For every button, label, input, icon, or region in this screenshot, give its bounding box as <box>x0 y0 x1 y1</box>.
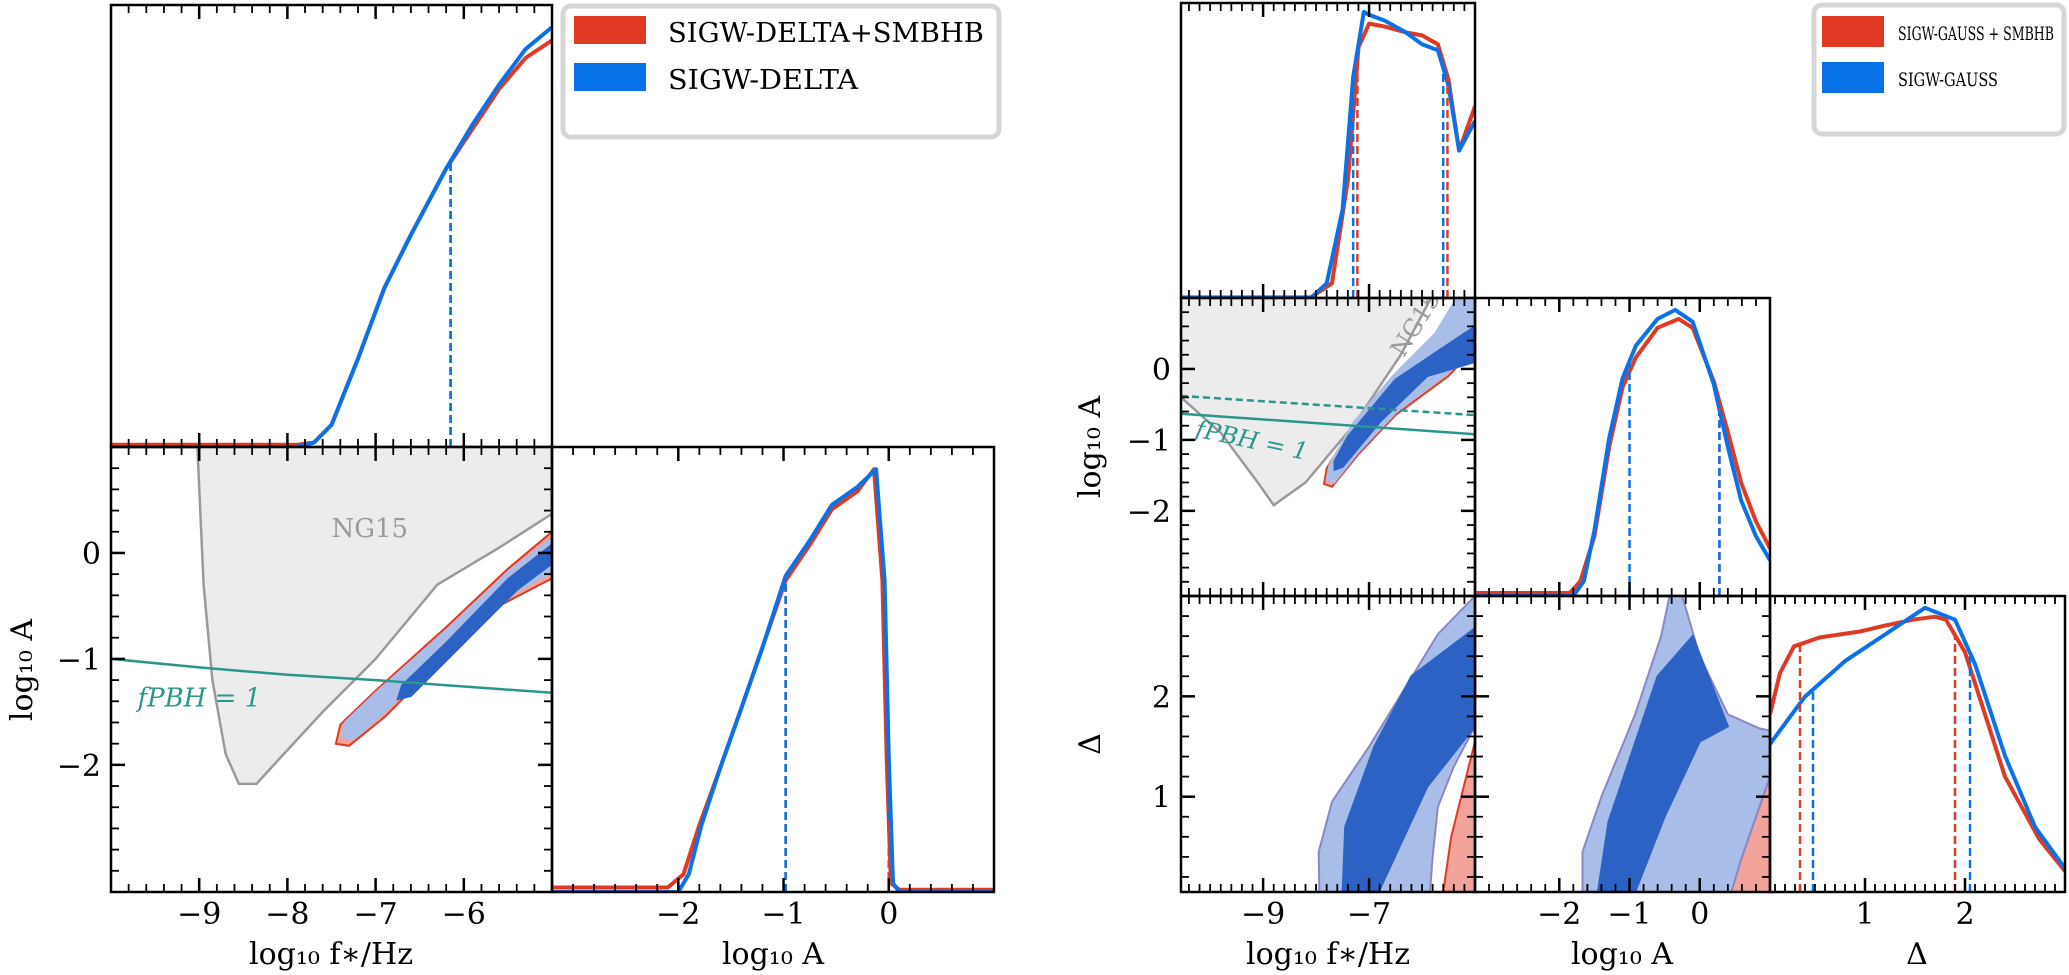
panel-right-2d-A-Delta: −2 −1 0 <box>1473 594 1772 932</box>
posterior-curve-red <box>1770 614 2065 873</box>
credible-region-3 <box>396 543 552 701</box>
fpbh-line <box>1181 412 1475 436</box>
posterior-curve-red <box>1181 21 1475 298</box>
legend-swatch-red <box>574 16 646 44</box>
posterior-curve-blue <box>552 467 994 892</box>
posterior-curve-blue <box>1181 9 1475 298</box>
x-tick-label: 1 <box>1855 897 1874 932</box>
y-tick-label: 2 <box>1152 680 1171 715</box>
y-tick-label: 0 <box>1152 353 1171 388</box>
left-xlabel-fstar: log₁₀ f∗/Hz <box>249 937 413 972</box>
plot-area <box>1181 9 1475 298</box>
x-tick-label: −2 <box>1537 897 1581 932</box>
ng15-label: NG15 <box>332 514 409 544</box>
credible-region-2 <box>1596 634 1730 892</box>
fpbh-label: fPBH = 1 <box>135 684 261 714</box>
posterior-curve-blue <box>1475 307 1770 596</box>
panel-left-1d-fstar <box>109 3 554 449</box>
legend-swatch-red <box>1822 16 1884 47</box>
posterior-curve-red <box>1475 316 1770 595</box>
right-ylabel-A: log₁₀ A <box>1073 396 1108 498</box>
legend-left: SIGW-DELTA+SMBHB SIGW-DELTA <box>560 3 1002 140</box>
axes-frame <box>1473 296 1772 598</box>
x-tick-label: 2 <box>1955 897 1974 932</box>
axes-frame <box>109 3 554 449</box>
y-tick-label: 0 <box>82 537 101 572</box>
fpbh-dashed-line <box>1181 394 1475 417</box>
x-tick-label: −2 <box>656 897 700 932</box>
posterior-curve-blue <box>1770 605 2065 870</box>
plot-area <box>1317 596 1475 892</box>
right-xlabel-A: log₁₀ A <box>1571 937 1673 972</box>
panel-right-2d-fstar-Delta: −9 −7 2 1 <box>1152 594 1477 932</box>
panel-right-1d-A <box>1473 296 1772 598</box>
posterior-curve-blue <box>111 25 552 447</box>
panel-left-1d-A: −2 −1 0 <box>550 445 996 932</box>
x-tick-label: −1 <box>1607 897 1651 932</box>
legend-label: SIGW-DELTA+SMBHB <box>668 18 984 49</box>
x-tick-label: −7 <box>353 897 397 932</box>
credible-region-3 <box>1333 325 1475 472</box>
left-ylabel-A: log₁₀ A <box>5 619 40 721</box>
posterior-curve-red <box>552 467 994 892</box>
x-tick-label: −9 <box>177 897 221 932</box>
left-xlabel-A: log₁₀ A <box>722 937 824 972</box>
legend-swatch-blue <box>1822 62 1884 93</box>
credible-region-0 <box>1442 741 1475 892</box>
credible-region-2 <box>1341 626 1475 892</box>
x-tick-label: −6 <box>442 897 486 932</box>
fpbh-line <box>111 657 552 695</box>
plot-area <box>552 467 994 892</box>
x-tick-label: −8 <box>265 897 309 932</box>
right-xlabel-fstar: log₁₀ f∗/Hz <box>1246 937 1410 972</box>
right-xlabel-Delta: Δ <box>1906 937 1928 972</box>
plot-area: NG15 fPBH = 1 <box>111 447 552 786</box>
y-tick-label: −1 <box>1127 424 1171 459</box>
panel-right-1d-fstar <box>1179 1 1477 300</box>
plot-area <box>111 25 552 447</box>
plot-area <box>1475 307 1770 596</box>
legend-frame <box>560 3 1002 140</box>
axes-frame <box>1768 594 2067 894</box>
ng15-region <box>196 447 552 786</box>
plot-area <box>1581 596 1770 892</box>
panel-left-2d-fstar-A: NG15 fPBH = 1 −9 −8 −7 −6 0 −1 −2 <box>57 445 554 932</box>
axes-frame <box>550 445 996 894</box>
x-tick-label: −1 <box>761 897 805 932</box>
plot-area <box>1770 605 2065 892</box>
legend-label: SIGW-GAUSS <box>1898 69 1998 91</box>
legend-right: SIGW-GAUSS + SMBHB SIGW-GAUSS <box>1811 2 2067 137</box>
legend-label: SIGW-DELTA <box>668 65 859 96</box>
legend-swatch-blue <box>574 63 646 91</box>
y-tick-label: −2 <box>1127 495 1171 530</box>
right-ylabel-Delta: Δ <box>1073 733 1108 755</box>
y-tick-label: −2 <box>57 749 101 784</box>
y-tick-label: 1 <box>1152 781 1171 816</box>
y-tick-label: −1 <box>57 643 101 678</box>
legend-label: SIGW-GAUSS + SMBHB <box>1898 23 2054 45</box>
x-tick-label: 0 <box>1690 897 1709 932</box>
x-tick-label: −7 <box>1347 897 1391 932</box>
x-tick-label: −9 <box>1241 897 1285 932</box>
x-tick-label: 0 <box>879 897 898 932</box>
